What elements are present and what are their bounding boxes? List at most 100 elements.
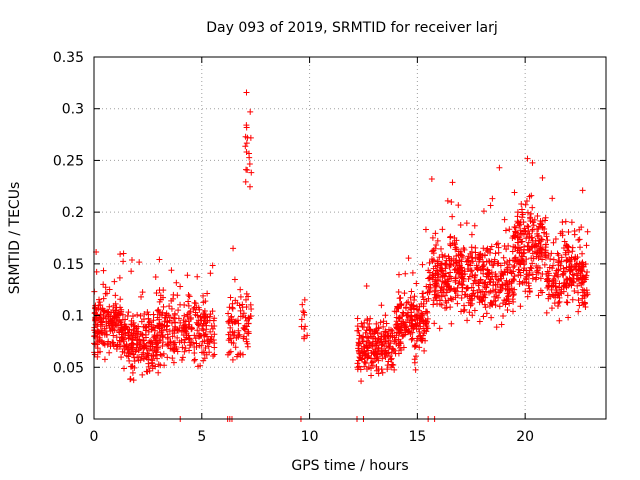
data-point <box>245 293 252 300</box>
data-point <box>361 319 368 326</box>
data-point <box>415 307 422 314</box>
data-point <box>544 275 551 282</box>
data-point <box>484 269 491 276</box>
data-point <box>355 357 362 364</box>
data-point <box>539 224 546 231</box>
data-point <box>191 299 198 306</box>
data-point <box>120 258 127 265</box>
data-point <box>242 133 249 140</box>
data-point <box>579 286 586 293</box>
data-point <box>100 267 107 274</box>
data-point <box>537 220 544 227</box>
data-point <box>146 347 153 354</box>
data-point <box>119 316 126 323</box>
data-point <box>511 262 518 269</box>
data-point <box>230 332 237 339</box>
data-point <box>101 325 108 332</box>
data-point <box>378 331 385 338</box>
data-point <box>387 356 394 363</box>
data-point <box>111 278 118 285</box>
data-point <box>194 273 201 280</box>
data-point <box>425 284 432 291</box>
data-point <box>579 276 586 283</box>
data-point <box>581 299 588 306</box>
data-point <box>169 355 176 362</box>
y-tick-labels: 0 0.05 0.1 0.15 0.2 0.25 0.3 0.35 <box>53 50 84 428</box>
data-point <box>521 243 528 250</box>
data-point <box>247 134 254 141</box>
data-point <box>578 281 585 288</box>
data-point <box>416 303 423 310</box>
data-point <box>387 333 394 340</box>
data-point <box>354 323 361 330</box>
data-point <box>487 249 494 256</box>
data-point <box>468 295 475 302</box>
data-point <box>395 336 402 343</box>
data-point <box>156 337 163 344</box>
data-point <box>488 243 495 250</box>
data-point <box>529 159 536 166</box>
data-point <box>416 344 423 351</box>
data-point <box>382 338 389 345</box>
data-point <box>117 326 124 333</box>
data-point <box>157 351 164 358</box>
data-point <box>574 254 581 261</box>
data-point <box>186 336 193 343</box>
data-point <box>413 325 420 332</box>
data-point <box>484 281 491 288</box>
data-point <box>492 288 499 295</box>
data-point <box>493 292 500 299</box>
data-point <box>136 259 143 266</box>
data-point <box>525 282 532 289</box>
data-point <box>467 268 474 275</box>
data-point <box>157 362 164 369</box>
data-point <box>117 251 124 258</box>
data-point <box>515 266 522 273</box>
data-point <box>445 278 452 285</box>
data-point <box>180 322 187 329</box>
data-point <box>411 359 418 366</box>
data-point <box>145 315 152 322</box>
data-point <box>364 315 371 322</box>
data-point <box>130 377 137 384</box>
data-point <box>424 309 431 316</box>
data-point <box>395 271 402 278</box>
data-point <box>205 337 212 344</box>
data-point <box>100 281 107 288</box>
data-point <box>423 322 430 329</box>
data-point <box>574 282 581 289</box>
data-point <box>424 315 431 322</box>
y-tick-label: 0.35 <box>53 50 84 66</box>
data-point <box>243 140 250 147</box>
data-point <box>420 320 427 327</box>
data-point <box>431 320 438 327</box>
data-point <box>527 264 534 271</box>
data-point <box>207 311 214 318</box>
data-point <box>502 285 509 292</box>
data-point <box>402 270 409 277</box>
data-point <box>512 229 519 236</box>
data-point <box>548 305 555 312</box>
data-point <box>555 273 562 280</box>
data-point <box>439 273 446 280</box>
data-point <box>368 343 375 350</box>
data-point <box>235 333 242 340</box>
data-point <box>395 350 402 357</box>
data-point <box>535 247 542 254</box>
data-point <box>564 299 571 306</box>
data-point <box>537 287 544 294</box>
data-point <box>516 281 523 288</box>
data-point <box>412 320 419 327</box>
data-point <box>414 311 421 318</box>
data-point <box>447 269 454 276</box>
data-point <box>372 329 379 336</box>
data-point <box>368 372 375 379</box>
data-point <box>108 324 115 331</box>
data-point <box>101 331 108 338</box>
data-point <box>523 235 530 242</box>
data-point <box>565 244 572 251</box>
data-point <box>516 222 523 229</box>
data-point <box>544 237 551 244</box>
data-point <box>506 289 513 296</box>
x-tick-label: 5 <box>197 429 206 445</box>
